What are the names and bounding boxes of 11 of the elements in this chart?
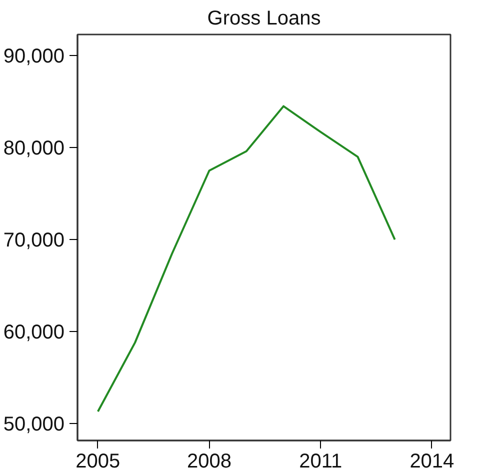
y-tick-label: 70,000 (3, 230, 64, 252)
chart-title: Gross Loans (207, 8, 321, 30)
y-tick-label: 60,000 (3, 322, 64, 344)
x-tick-label: 2014 (410, 450, 454, 472)
x-tick-label: 2008 (187, 450, 232, 472)
y-tick-label: 80,000 (3, 138, 64, 160)
y-tick-label: 90,000 (3, 46, 64, 68)
y-tick-label: 50,000 (3, 413, 64, 436)
x-tick-label: 2005 (76, 450, 120, 472)
x-tick-label: 2011 (299, 450, 342, 472)
line-series (96, 105, 396, 413)
